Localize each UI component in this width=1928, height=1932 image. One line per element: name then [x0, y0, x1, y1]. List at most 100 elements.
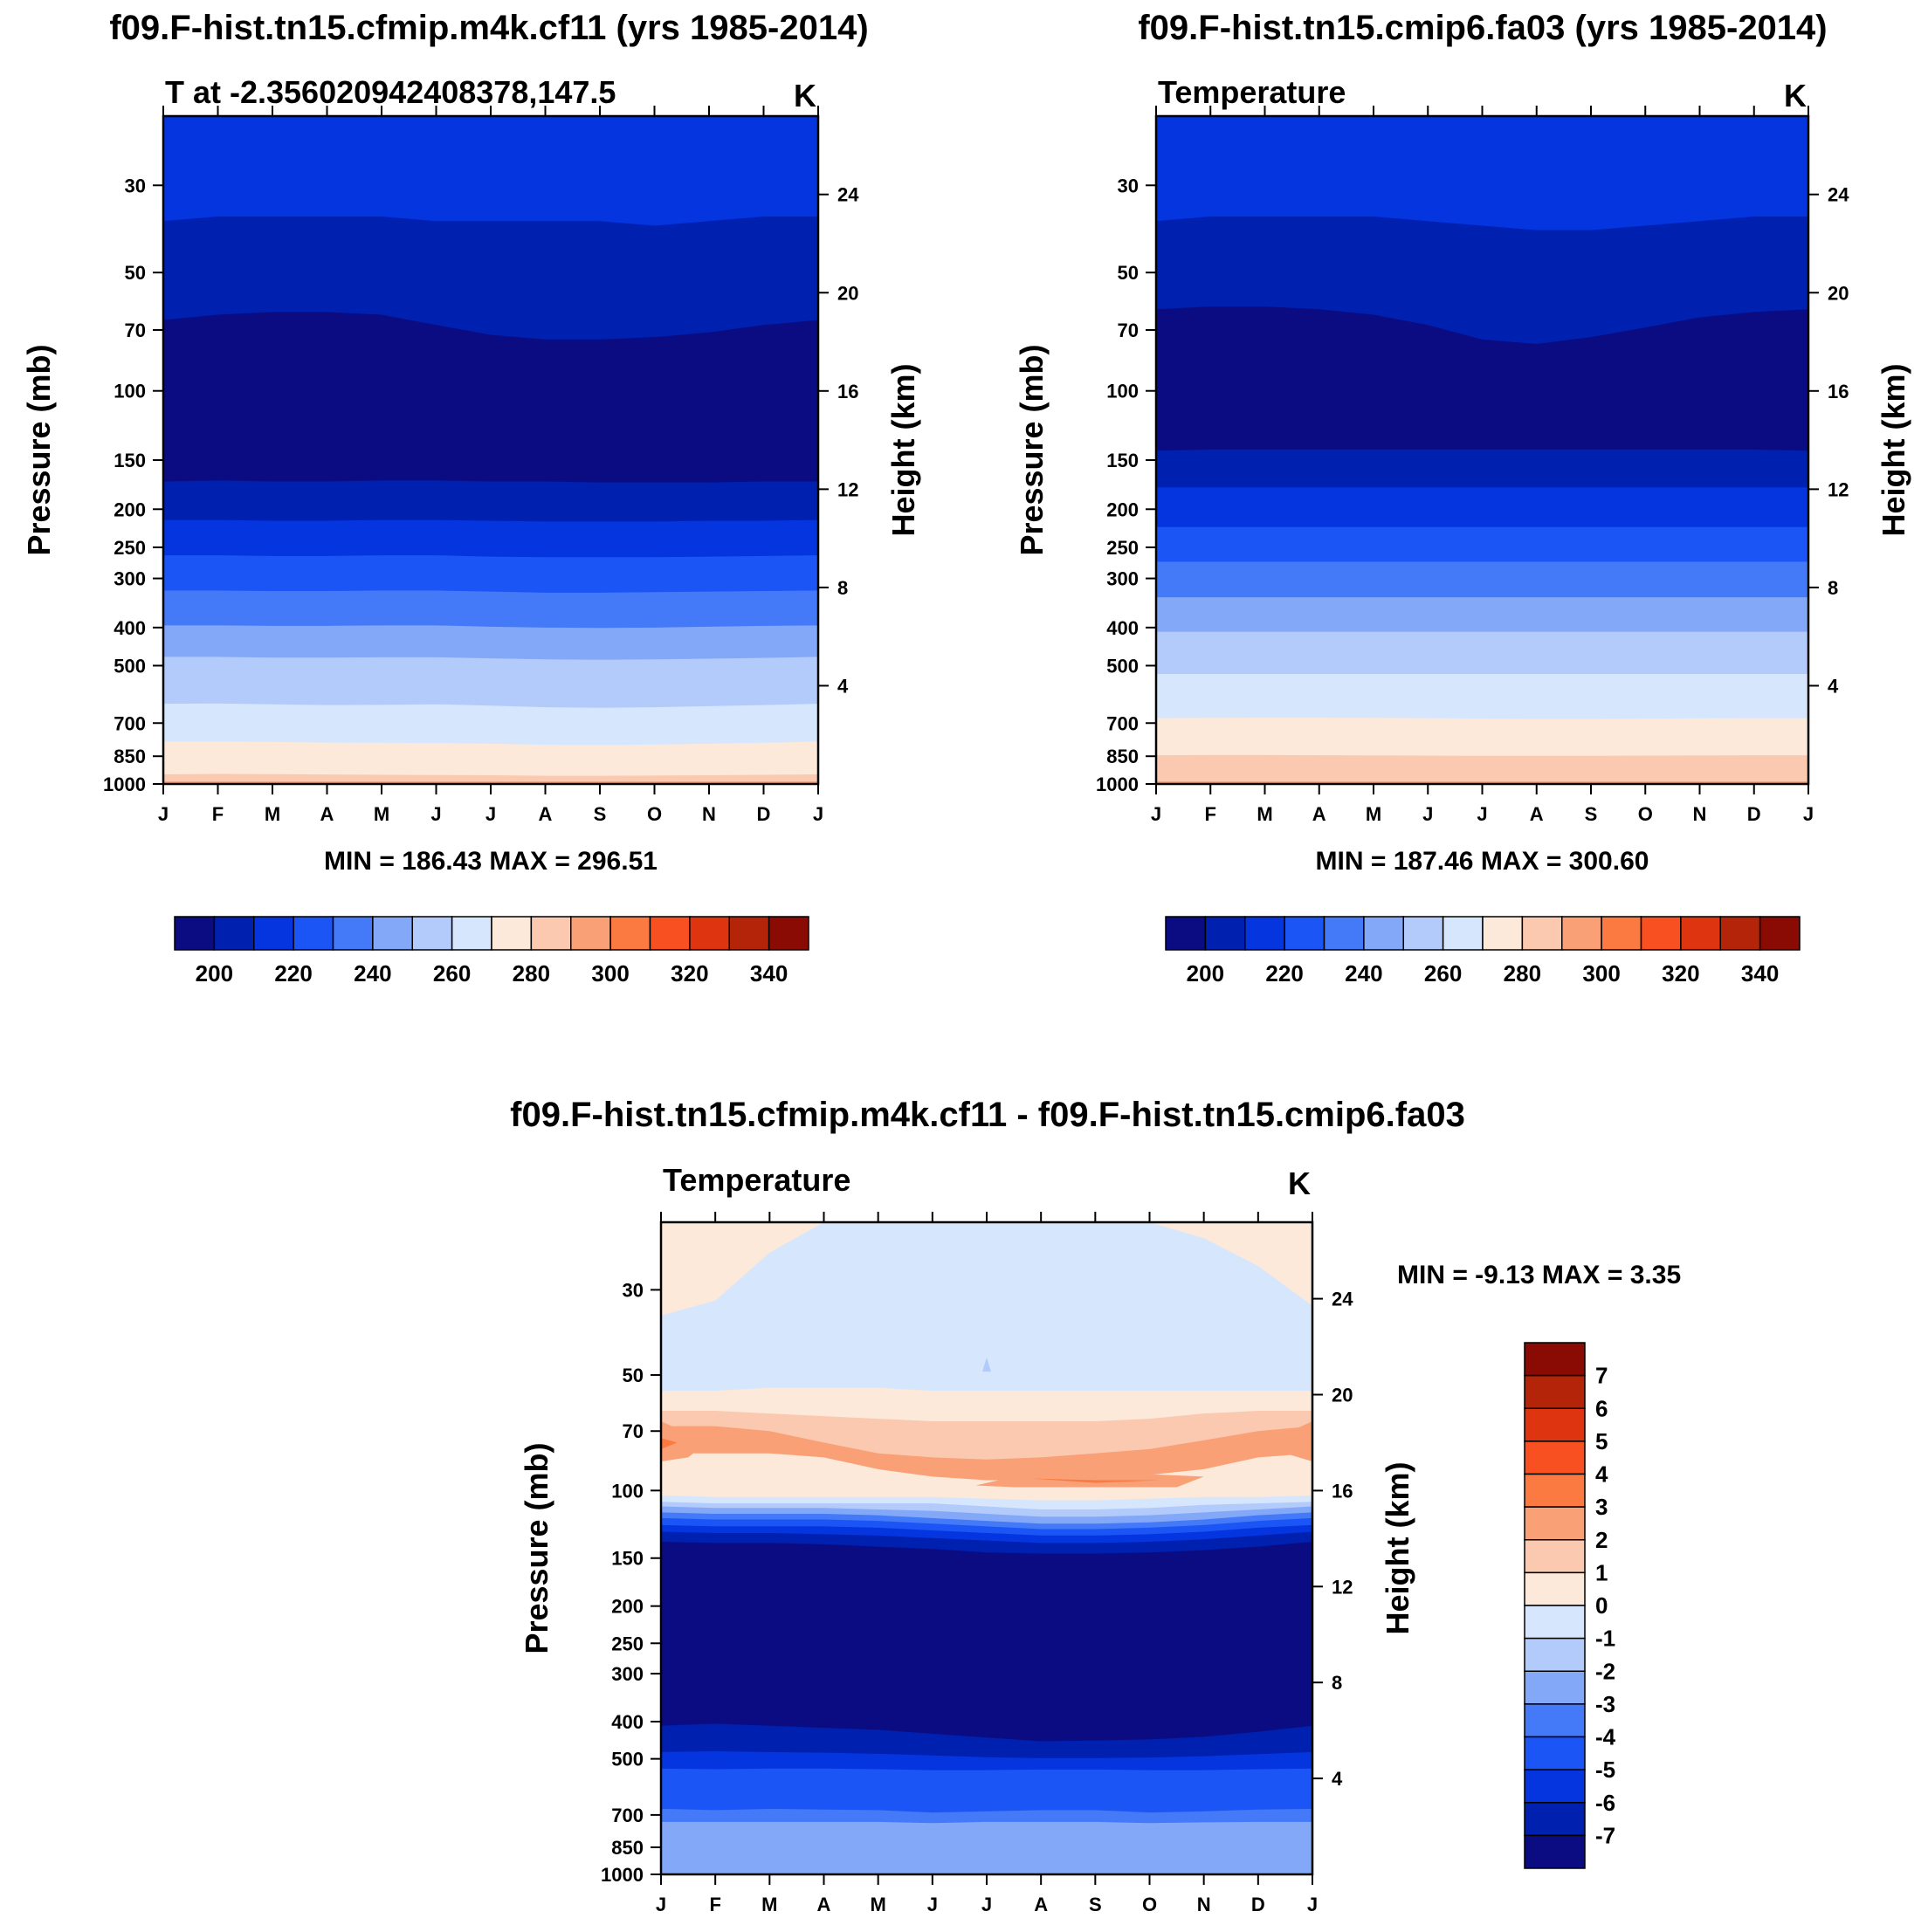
- colorbar-box: [1165, 916, 1207, 951]
- colorbar-box: [1524, 1342, 1586, 1377]
- y-tick-label: 100: [1106, 381, 1139, 402]
- x-tick-label: O: [1638, 803, 1653, 825]
- height-tick-label: 4: [1332, 1768, 1343, 1790]
- x-tick-label: O: [647, 803, 662, 825]
- chart-panel-1: J F M A M J J A S O N D J 30 50 70 100 150 200 250 300 400 500…: [21, 9, 921, 987]
- y-tick-label: 70: [125, 320, 146, 341]
- y-tick-label: 700: [611, 1805, 644, 1826]
- colorbar-label: 220: [1265, 960, 1303, 987]
- y-tick-label: 1000: [601, 1864, 644, 1886]
- x-tick-label: M: [871, 1894, 886, 1915]
- colorbar-box: [1524, 1506, 1586, 1541]
- y-tick-label: 30: [125, 175, 146, 196]
- x-tick-label: A: [1530, 803, 1544, 825]
- colorbar-box: [491, 916, 533, 951]
- x-tick-label: M: [265, 803, 280, 825]
- colorbar-label: 240: [354, 960, 391, 987]
- colorbar-box: [1323, 916, 1365, 951]
- colorbar-label: 300: [591, 960, 629, 987]
- height-tick-label: 4: [837, 675, 849, 697]
- x-tick-label: M: [374, 803, 389, 825]
- colorbar-box: [1442, 916, 1484, 951]
- contour-band-10: [163, 741, 818, 784]
- colorbar-box: [174, 916, 216, 951]
- colorbar-box: [1524, 1473, 1586, 1508]
- y-tick-label: 500: [611, 1749, 644, 1770]
- colorbar-label: 340: [750, 960, 788, 987]
- colorbar-label: -2: [1595, 1658, 1615, 1684]
- colorbar-box: [1759, 916, 1801, 951]
- y-axis-label-right: Height (km): [885, 364, 921, 537]
- x-tick-label: F: [709, 1894, 720, 1915]
- colorbar-box: [649, 916, 691, 951]
- x-tick-label: J: [981, 1894, 992, 1915]
- contour-feature-3: [975, 1473, 1204, 1488]
- height-tick-label: 12: [1828, 478, 1849, 500]
- y-tick-label: 70: [623, 1420, 644, 1442]
- y-tick-label: 1000: [103, 773, 146, 795]
- x-tick-label: J: [1477, 803, 1487, 825]
- y-tick-label: 250: [611, 1633, 644, 1654]
- chart-title: f09.F-hist.tn15.cfmip.m4k.cf11 - f09.F-h…: [510, 1096, 1465, 1134]
- colorbar-box: [1640, 916, 1682, 951]
- colorbar-label: -6: [1595, 1790, 1615, 1816]
- colorbar-label: 260: [433, 960, 471, 987]
- height-tick-label: 24: [837, 184, 859, 206]
- height-tick-label: 20: [1828, 282, 1849, 304]
- x-tick-label: A: [1312, 803, 1326, 825]
- colorbar-label: 220: [274, 960, 312, 987]
- y-tick-label: 100: [114, 381, 146, 402]
- height-tick-label: 8: [1828, 577, 1838, 599]
- colorbar-box: [570, 916, 611, 951]
- contour-band-18: [661, 1821, 1312, 1874]
- y-tick-label: 50: [125, 262, 146, 284]
- colorbar-box: [213, 916, 255, 951]
- y-tick-label: 250: [1106, 537, 1139, 559]
- y-axis-label-right: Height (km): [1380, 1462, 1415, 1635]
- colorbar-box: [1524, 1834, 1586, 1869]
- colorbar-label: 340: [1741, 960, 1779, 987]
- units-label: K: [1288, 1165, 1311, 1201]
- colorbar-label: -4: [1595, 1724, 1616, 1750]
- colorbar-label: 7: [1595, 1363, 1608, 1389]
- colorbar-box: [1601, 916, 1642, 951]
- contour-feature-4: [1029, 1478, 1160, 1483]
- y-tick-label: 150: [114, 450, 146, 471]
- colorbar-label: 200: [1187, 960, 1224, 987]
- y-tick-label: 850: [114, 746, 146, 767]
- x-tick-label: J: [485, 803, 496, 825]
- colorbar-label: 5: [1595, 1428, 1608, 1454]
- colorbar-box: [689, 916, 730, 951]
- colorbar-label: 300: [1582, 960, 1620, 987]
- height-tick-label: 16: [1332, 1480, 1353, 1502]
- y-tick-label: 700: [114, 712, 146, 734]
- colorbar-box: [1524, 1670, 1586, 1705]
- colorbar-box: [1524, 1637, 1586, 1672]
- colorbar-box: [1524, 1802, 1586, 1837]
- colorbar-box: [530, 916, 572, 951]
- x-tick-label: S: [1089, 1894, 1102, 1915]
- y-tick-label: 200: [114, 498, 146, 520]
- colorbar-label: 1: [1595, 1559, 1608, 1585]
- y-tick-label: 200: [1106, 498, 1139, 520]
- chart-title: f09.F-hist.tn15.cmip6.fa03 (yrs 1985-201…: [1138, 9, 1827, 47]
- y-axis-label: Pressure (mb): [519, 1442, 554, 1654]
- x-tick-label: D: [1251, 1894, 1265, 1915]
- units-label: K: [1784, 78, 1807, 113]
- chart-subtitle: Temperature: [1158, 74, 1346, 110]
- chart-panel-2: J F M A M J J A S O N D J 30 50 70 100 150 200 250 300 400 500…: [1014, 9, 1911, 987]
- colorbar-box: [253, 916, 294, 951]
- x-tick-label: S: [1585, 803, 1598, 825]
- chart-subtitle: T at -2.356020942408378,147.5: [165, 74, 616, 110]
- colorbar-box: [1204, 916, 1246, 951]
- y-tick-label: 700: [1106, 712, 1139, 734]
- units-label: K: [794, 78, 816, 113]
- x-tick-label: A: [817, 1894, 831, 1915]
- colorbar-box: [1524, 1769, 1586, 1804]
- y-axis-label: Pressure (mb): [1014, 344, 1050, 555]
- height-tick-label: 20: [837, 282, 858, 304]
- height-tick-label: 8: [837, 577, 848, 599]
- colorbar-label: 320: [671, 960, 708, 987]
- x-tick-label: M: [1257, 803, 1272, 825]
